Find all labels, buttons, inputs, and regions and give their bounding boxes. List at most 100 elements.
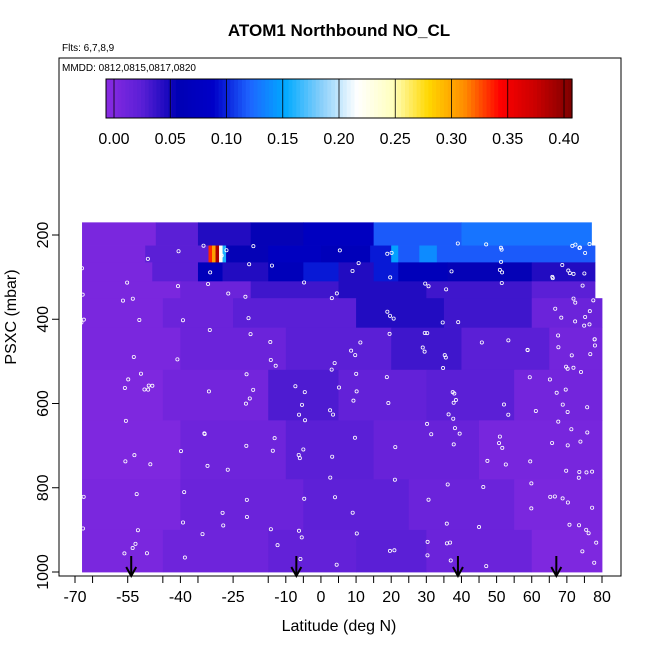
- sample-marker: [148, 462, 153, 467]
- sample-marker: [302, 390, 307, 395]
- heatmap-cell: [338, 369, 427, 421]
- sample-marker: [552, 494, 557, 499]
- sample-marker: [391, 316, 396, 321]
- sample-marker: [206, 389, 211, 394]
- colorbar-swatch: [416, 79, 422, 118]
- sample-marker: [578, 439, 583, 444]
- sample-marker: [497, 434, 502, 439]
- colorbar-swatch: [109, 79, 115, 118]
- colorbar-swatch: [133, 79, 138, 118]
- sample-marker: [182, 490, 187, 495]
- y-tick-label: 600: [35, 390, 52, 417]
- sample-marker: [571, 296, 576, 301]
- sample-marker: [457, 431, 462, 436]
- colorbar-swatch: [463, 79, 468, 118]
- colorbar-swatch: [257, 79, 262, 118]
- sample-marker: [330, 454, 335, 459]
- x-tick-label: -10: [274, 589, 297, 606]
- colorbar-swatch: [397, 79, 402, 118]
- colorbar-swatch: [474, 79, 480, 118]
- sample-marker: [500, 445, 505, 450]
- heatmap-cell: [212, 245, 216, 263]
- colorbar-swatch: [327, 79, 332, 118]
- sample-marker: [332, 361, 337, 366]
- dates-label: MMDD: 0812,0815,0817,0820: [62, 63, 196, 74]
- heatmap-cell: [222, 262, 269, 282]
- sample-marker: [268, 340, 273, 345]
- sample-marker: [388, 313, 393, 318]
- colorbar-swatch: [152, 79, 158, 118]
- sample-marker: [587, 309, 592, 314]
- sample-marker: [586, 531, 591, 536]
- sample-marker: [299, 535, 304, 540]
- sample-marker: [80, 292, 85, 297]
- heatmap-cell: [356, 298, 445, 329]
- sample-marker: [135, 528, 140, 533]
- x-tick-label: -55: [116, 589, 139, 606]
- colorbar-swatch: [261, 79, 266, 118]
- sample-marker: [275, 543, 280, 548]
- sample-marker: [208, 270, 213, 275]
- colorbar-swatch: [385, 79, 391, 118]
- sample-marker: [206, 282, 211, 287]
- colorbar-swatch: [106, 79, 111, 118]
- sample-marker: [138, 371, 143, 376]
- heatmap-cell: [268, 262, 304, 282]
- x-tick-label: 50: [488, 589, 506, 606]
- colorbar-swatch: [412, 79, 418, 118]
- sample-marker: [570, 243, 575, 248]
- x-tick-label: 20: [382, 589, 400, 606]
- sample-marker: [353, 353, 358, 358]
- colorbar-swatch: [191, 79, 196, 118]
- colorbar-swatch: [529, 79, 534, 118]
- sample-marker: [422, 330, 427, 335]
- colorbar-swatch: [420, 79, 426, 118]
- sample-marker: [352, 435, 357, 440]
- colorbar-tick-label: 0.35: [492, 131, 523, 148]
- colorbar-swatch: [160, 79, 165, 118]
- sample-marker: [303, 418, 308, 423]
- sample-marker: [580, 283, 585, 288]
- sample-marker: [176, 249, 181, 254]
- sample-marker: [452, 426, 457, 431]
- sample-marker: [594, 540, 599, 545]
- y-tick-label: 400: [35, 306, 52, 333]
- colorbar-swatch: [319, 79, 325, 118]
- heatmap-cell: [82, 420, 181, 480]
- sample-marker: [449, 269, 454, 274]
- sample-marker: [484, 564, 489, 569]
- sample-marker: [533, 408, 538, 413]
- colorbar-swatch: [354, 79, 360, 118]
- sample-marker: [571, 365, 576, 370]
- colorbar-tick-label: 0.25: [380, 131, 411, 148]
- heatmap-cell: [82, 281, 181, 299]
- colorbar-swatch: [350, 79, 356, 118]
- y-axis-label: PSXC (mbar): [3, 269, 20, 364]
- colorbar-swatch: [467, 79, 472, 118]
- heatmap-cell: [303, 222, 375, 246]
- colorbar-swatch: [272, 79, 278, 118]
- sample-marker: [556, 419, 561, 424]
- heatmap-cell: [320, 245, 371, 263]
- heatmap-cell: [250, 281, 339, 299]
- heatmap-cell: [398, 262, 448, 282]
- sample-marker: [356, 261, 361, 266]
- heatmap-cell: [222, 245, 227, 263]
- heatmap-cell: [82, 327, 181, 371]
- sample-marker: [451, 442, 456, 447]
- sample-marker: [205, 463, 210, 468]
- sample-marker: [178, 449, 183, 454]
- flight-arrow-head: [290, 566, 303, 579]
- colorbar-swatch: [428, 79, 433, 118]
- sample-marker: [584, 527, 589, 532]
- heatmap-cell: [162, 369, 269, 421]
- sample-marker: [354, 389, 359, 394]
- sample-marker: [444, 521, 449, 526]
- heatmap-cell: [82, 369, 164, 421]
- sample-marker: [248, 332, 253, 337]
- sample-marker: [393, 445, 398, 450]
- sample-marker: [499, 281, 504, 286]
- sample-marker: [590, 505, 595, 510]
- sample-marker: [77, 374, 82, 379]
